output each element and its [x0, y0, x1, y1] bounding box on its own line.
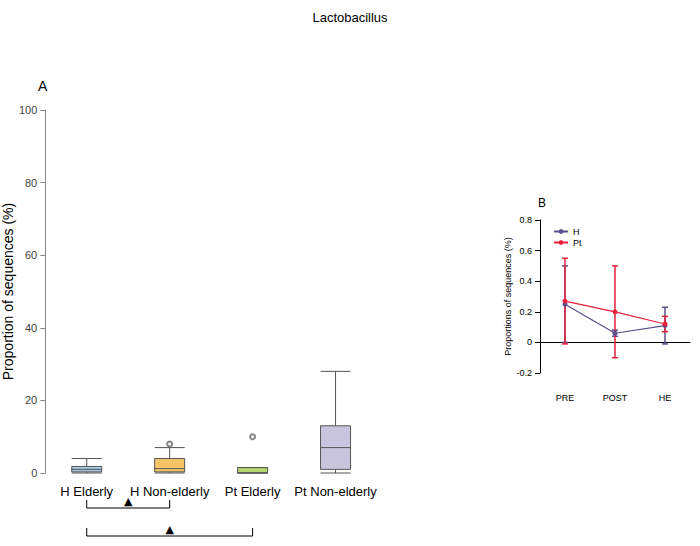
- svg-text:20: 20: [25, 394, 37, 406]
- svg-text:Pt Elderly: Pt Elderly: [225, 484, 281, 499]
- svg-text:Lactobacillus: Lactobacillus: [312, 10, 388, 25]
- svg-text:POST: POST: [603, 393, 628, 403]
- svg-text:HE: HE: [659, 393, 672, 403]
- svg-text:60: 60: [25, 249, 37, 261]
- svg-text:40: 40: [25, 322, 37, 334]
- svg-text:0: 0: [527, 337, 532, 347]
- svg-text:Proportions of sequences (%): Proportions of sequences (%): [503, 237, 513, 356]
- svg-text:B: B: [538, 196, 546, 210]
- svg-text:H Elderly: H Elderly: [60, 484, 113, 499]
- svg-text:Pt Non-elderly: Pt Non-elderly: [294, 484, 377, 499]
- svg-text:0.2: 0.2: [519, 307, 532, 317]
- svg-text:H: H: [573, 227, 580, 237]
- svg-text:0: 0: [31, 467, 37, 479]
- svg-text:A: A: [38, 78, 48, 94]
- svg-text:Pt: Pt: [573, 238, 582, 248]
- svg-text:H Non-elderly: H Non-elderly: [130, 484, 210, 499]
- svg-text:Proportion of sequences (%): Proportion of sequences (%): [0, 203, 16, 380]
- svg-text:80: 80: [25, 177, 37, 189]
- svg-text:-0.2: -0.2: [516, 368, 532, 378]
- svg-text:▲: ▲: [165, 523, 174, 536]
- svg-text:0.6: 0.6: [519, 246, 532, 256]
- svg-text:PRE: PRE: [556, 393, 575, 403]
- svg-text:0.4: 0.4: [519, 276, 532, 286]
- svg-text:100: 100: [19, 104, 37, 116]
- svg-text:0.8: 0.8: [519, 215, 532, 225]
